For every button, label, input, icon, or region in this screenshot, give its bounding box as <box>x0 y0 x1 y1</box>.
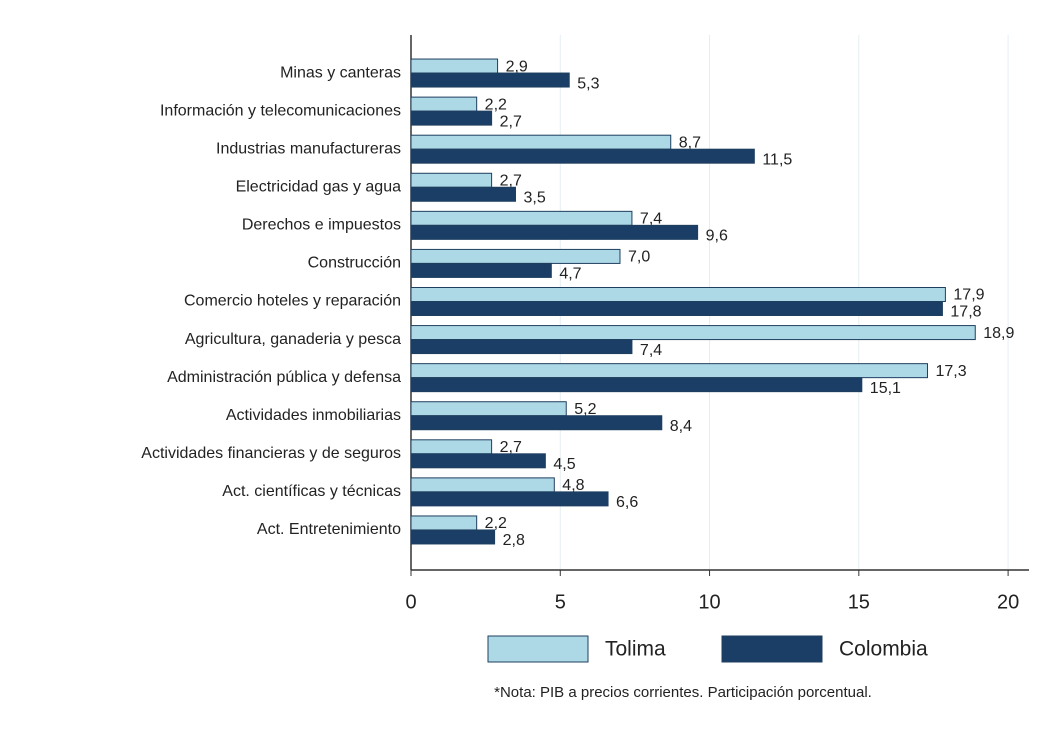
y-tick-label: Derechos e impuestos <box>242 217 401 234</box>
value-label: 2,2 <box>485 515 507 532</box>
bar <box>410 301 943 316</box>
bar <box>410 401 567 417</box>
bar <box>410 529 496 545</box>
bar <box>410 96 478 112</box>
bar <box>410 134 672 150</box>
value-label: 2,8 <box>503 532 525 549</box>
bar <box>410 515 478 531</box>
y-tick-label: Act. científicas y técnicas <box>222 483 401 500</box>
bar <box>410 172 493 188</box>
value-label: 2,7 <box>500 113 522 130</box>
y-tick-label: Actividades financieras y de seguros <box>141 445 401 462</box>
y-tick-label: Información y telecomunicaciones <box>160 102 401 119</box>
bar <box>410 363 928 379</box>
legend-swatch <box>487 635 589 663</box>
x-tick-label: 5 <box>555 591 566 613</box>
value-label: 5,3 <box>577 75 599 92</box>
y-tick-label: Act. Entretenimiento <box>257 521 401 538</box>
value-label: 4,7 <box>559 266 581 283</box>
bar <box>410 415 663 431</box>
bar <box>410 210 633 226</box>
bar <box>410 186 516 202</box>
value-label: 11,5 <box>762 151 792 168</box>
bar <box>410 491 609 507</box>
value-label: 4,8 <box>562 477 584 494</box>
value-label: 7,0 <box>628 249 650 266</box>
bar <box>410 325 976 341</box>
value-label: 17,3 <box>935 363 966 380</box>
bar <box>410 453 546 469</box>
bar <box>410 148 755 164</box>
y-tick-label: Actividades inmobiliarias <box>226 407 401 424</box>
value-label: 3,5 <box>523 189 545 206</box>
bar <box>410 339 633 355</box>
value-label: 17,8 <box>950 304 981 321</box>
x-tick-label: 10 <box>698 591 720 613</box>
y-tick-label: Industrias manufactureras <box>216 140 401 157</box>
note: *Nota: PIB a precios corrientes. Partici… <box>494 684 872 701</box>
y-tick-label: Comercio hoteles y reparación <box>184 293 401 310</box>
value-label: 17,9 <box>953 287 984 304</box>
value-label: 5,2 <box>574 401 596 418</box>
y-tick-label: Agricultura, ganaderia y pesca <box>185 331 401 348</box>
x-tick-label: 15 <box>848 591 870 613</box>
y-tick-label: Minas y canteras <box>280 64 401 81</box>
legend-label: Tolima <box>605 638 666 661</box>
legend-label: Colombia <box>839 638 928 661</box>
value-label: 2,7 <box>500 172 522 189</box>
value-label: 2,9 <box>506 58 528 75</box>
bar <box>410 439 493 455</box>
bar <box>410 72 570 88</box>
bar <box>410 262 552 278</box>
value-label: 4,5 <box>553 456 575 473</box>
value-label: 7,4 <box>640 211 662 228</box>
bar <box>410 377 863 393</box>
bar <box>410 58 499 74</box>
value-label: 6,6 <box>616 494 638 511</box>
value-label: 15,1 <box>870 380 901 397</box>
bar <box>410 110 493 126</box>
value-label: 2,7 <box>500 439 522 456</box>
legend-swatch <box>721 635 823 663</box>
value-label: 7,4 <box>640 342 662 359</box>
bar <box>410 224 699 240</box>
value-label: 8,7 <box>679 134 701 151</box>
bar <box>410 477 555 493</box>
value-label: 9,6 <box>706 228 728 245</box>
y-tick-label: Administración pública y defensa <box>167 369 401 386</box>
value-label: 8,4 <box>670 418 692 435</box>
value-label: 18,9 <box>983 325 1014 342</box>
y-tick-label: Construcción <box>308 255 401 272</box>
x-tick-label: 0 <box>405 591 416 613</box>
x-tick-label: 20 <box>997 591 1019 613</box>
y-tick-label: Electricidad gas y agua <box>236 178 402 195</box>
bar <box>410 248 621 264</box>
bar <box>410 287 946 302</box>
value-label: 2,2 <box>485 96 507 113</box>
